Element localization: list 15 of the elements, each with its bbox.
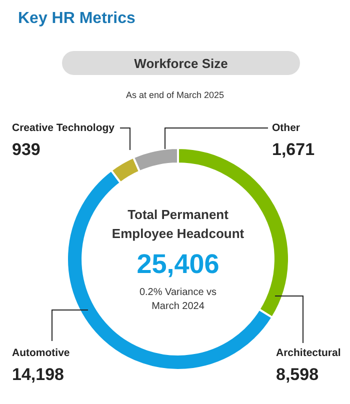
slice-label: Automotive [12, 347, 70, 359]
text: 25,406 [136, 249, 220, 279]
data-label: 1,671 [272, 140, 315, 159]
chart-subtitle: Workforce Size [134, 56, 228, 70]
text: As at end of March 2025 [126, 90, 224, 100]
slice-label: Other [272, 122, 300, 134]
slice-label: Creative Technology [12, 122, 115, 134]
heading-pill: Workforce Size [62, 51, 300, 75]
slice-label: Architectural [276, 347, 341, 359]
data-label: 8,598 [276, 365, 319, 384]
data-label: 939 [12, 140, 40, 159]
data-label: 14,198 [12, 365, 64, 384]
chart-title: Key HR Metrics [18, 10, 136, 28]
text: 0.2% Variance vs March 2024 [139, 287, 217, 312]
text: Total Permanent Employee Headcount [112, 207, 245, 241]
